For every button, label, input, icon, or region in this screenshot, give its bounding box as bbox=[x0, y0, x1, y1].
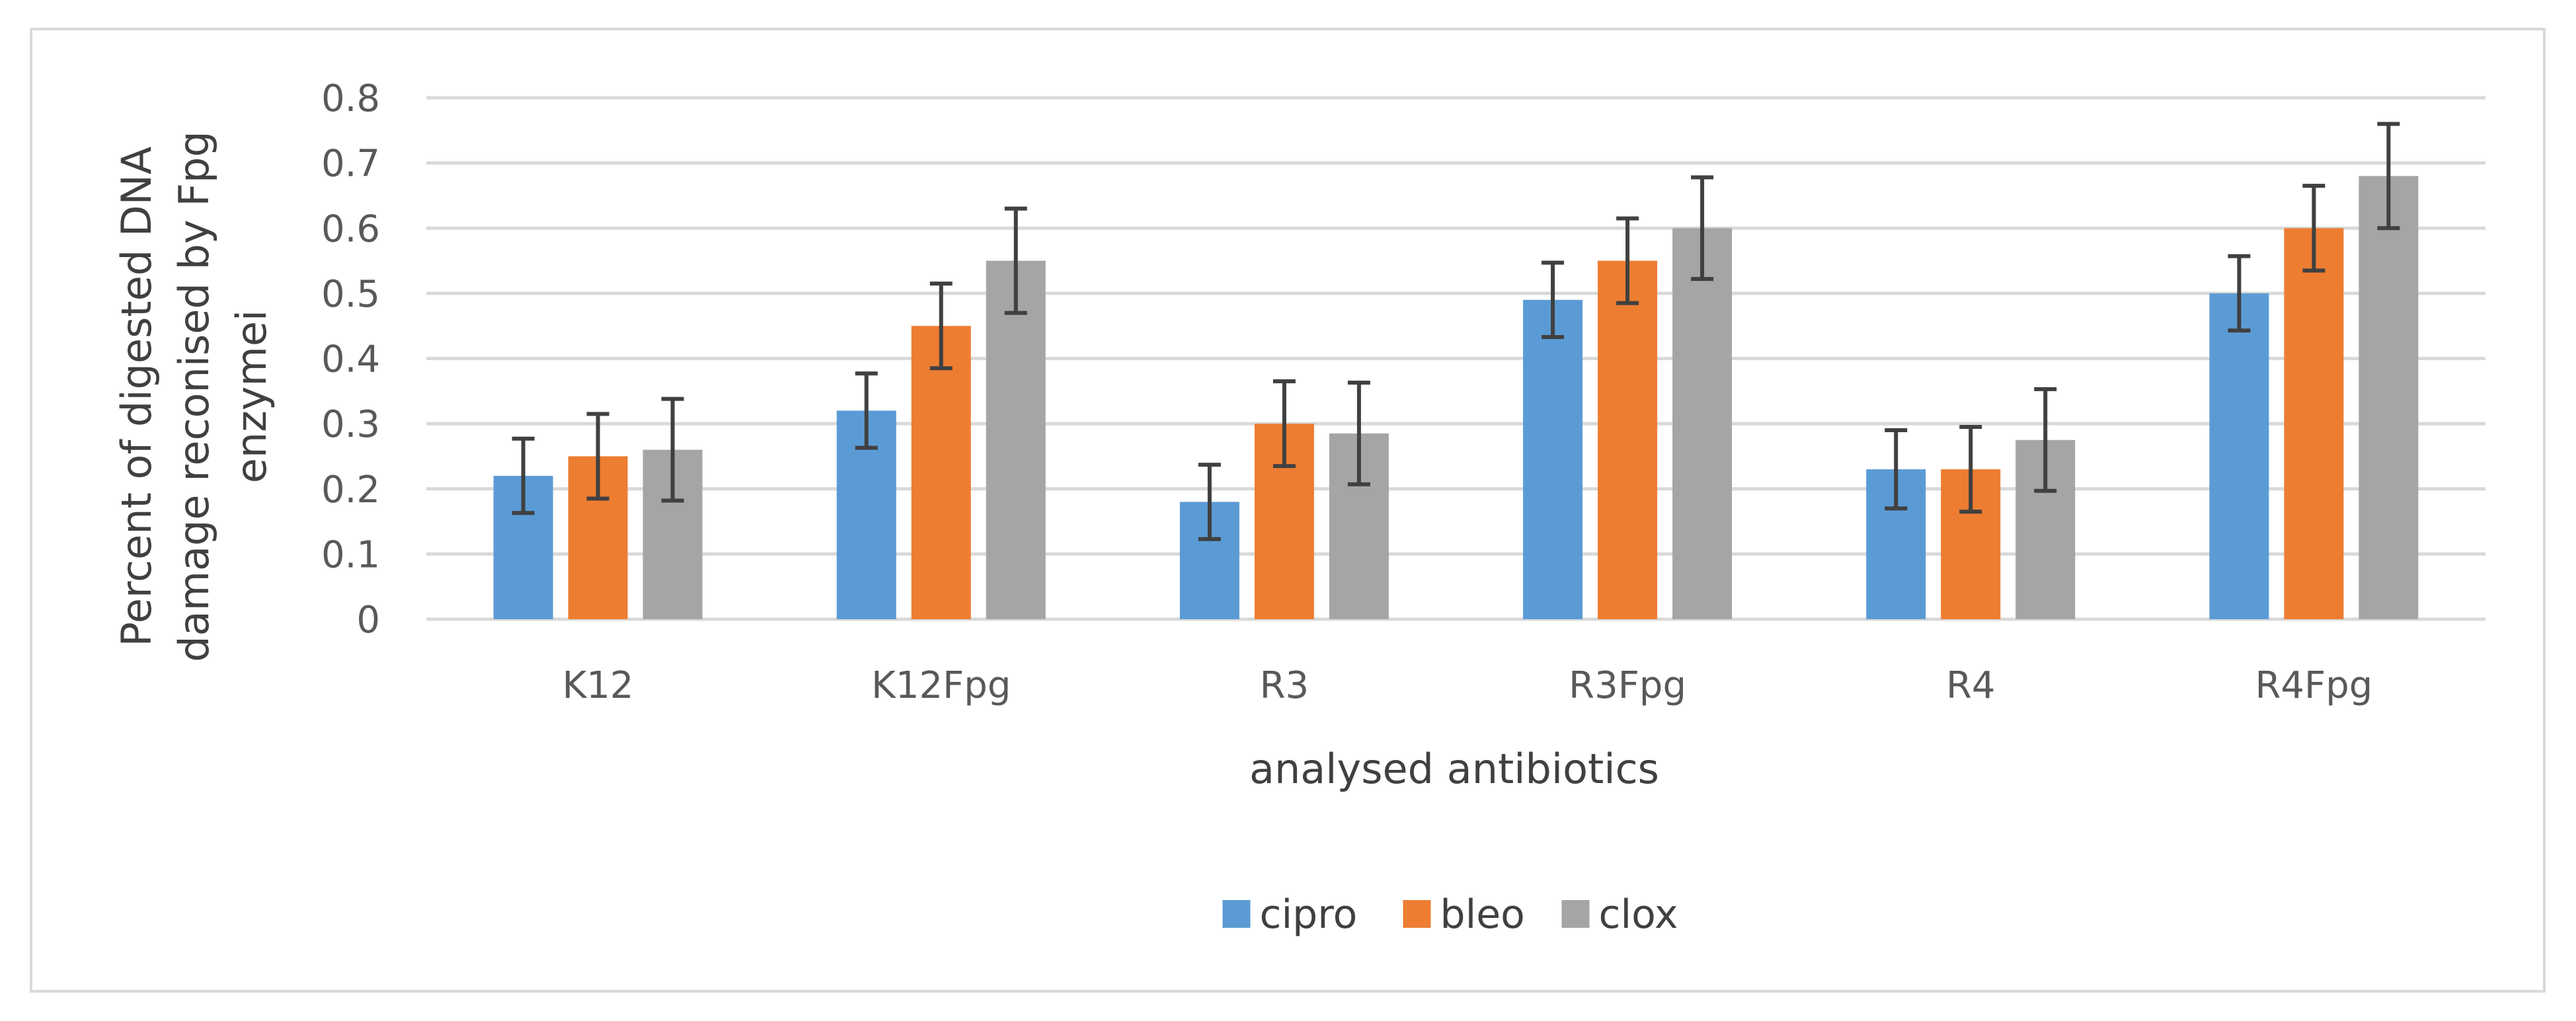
y-tick-label: 0.2 bbox=[321, 469, 380, 511]
legend-swatch bbox=[1222, 900, 1251, 928]
error-bar-cipro-r3 bbox=[1198, 463, 1221, 541]
y-tick-label: 0.3 bbox=[321, 403, 380, 446]
error-bar-clox-k12 bbox=[661, 397, 684, 503]
error-bar-bleo-k12 bbox=[586, 412, 609, 501]
error-bar-clox-r4fpg bbox=[2377, 122, 2400, 231]
legend-label: bleo bbox=[1440, 891, 1525, 938]
y-axis-title: Percent of digested DNA damage reconised… bbox=[112, 131, 276, 662]
x-axis-ticks: K12 K12Fpg R3 R3Fpg R4 R4Fpg bbox=[563, 664, 2373, 707]
y-tick-label: 0 bbox=[356, 599, 380, 642]
x-axis-title: analysed antibiotics bbox=[1249, 745, 1659, 793]
error-bar-clox-r3 bbox=[1347, 380, 1370, 486]
error-bar-bleo-r4 bbox=[1959, 425, 1982, 514]
error-bar-clox-r3fpg bbox=[1691, 175, 1714, 282]
y-axis-ticks: 0 0.1 0.2 0.3 0.4 0.5 0.6 0.7 0.8 bbox=[321, 77, 380, 642]
x-tick-label: R3 bbox=[1260, 664, 1309, 707]
error-bar-cipro-k12fpg bbox=[855, 371, 878, 450]
legend-swatch bbox=[1561, 900, 1590, 928]
bar-clox-k12fpg bbox=[986, 260, 1046, 619]
y-tick-label: 0.5 bbox=[321, 273, 380, 316]
y-tick-label: 0.8 bbox=[321, 77, 380, 120]
legend-item-clox: clox bbox=[1561, 891, 1678, 938]
x-tick-label: R4 bbox=[1946, 664, 1996, 707]
error-bar-cipro-r3fpg bbox=[1542, 260, 1565, 339]
error-bars bbox=[512, 122, 2400, 541]
gridlines bbox=[426, 96, 2485, 621]
y-axis-title-line-2: damage reconised by Fpg bbox=[170, 131, 218, 662]
bar-bleo-k12fpg bbox=[911, 326, 971, 619]
x-tick-label: R3Fpg bbox=[1569, 664, 1686, 707]
error-bar-bleo-r4fpg bbox=[2302, 184, 2325, 273]
legend-item-bleo: bleo bbox=[1403, 891, 1525, 938]
y-tick-label: 0.4 bbox=[321, 338, 380, 381]
bar-bleo-r3fpg bbox=[1598, 260, 1658, 619]
error-bar-clox-r4 bbox=[2034, 387, 2057, 493]
legend-swatch bbox=[1403, 900, 1431, 928]
error-bar-bleo-k12fpg bbox=[929, 282, 953, 371]
x-tick-label: K12 bbox=[563, 664, 634, 707]
error-bar-cipro-r4 bbox=[1885, 428, 1908, 511]
error-bar-bleo-r3fpg bbox=[1616, 216, 1639, 305]
error-bar-clox-k12fpg bbox=[1004, 206, 1027, 315]
legend-label: cipro bbox=[1260, 891, 1358, 938]
bar-bleo-r4fpg bbox=[2284, 228, 2344, 619]
bar-cipro-r4fpg bbox=[2209, 293, 2269, 619]
y-axis-title-line-3: enzymei bbox=[227, 310, 276, 483]
x-tick-label: K12Fpg bbox=[871, 664, 1011, 707]
bar-cipro-r3fpg bbox=[1523, 299, 1583, 619]
y-tick-label: 0.1 bbox=[321, 533, 380, 576]
y-tick-label: 0.6 bbox=[321, 208, 380, 250]
bar-clox-r3fpg bbox=[1672, 228, 1733, 619]
error-bar-cipro-k12 bbox=[512, 436, 535, 515]
legend-item-cipro: cipro bbox=[1222, 891, 1358, 938]
y-axis-title-line-1: Percent of digested DNA bbox=[112, 147, 161, 647]
legend: cipro bleo clox bbox=[1222, 891, 1678, 938]
bar-clox-r4fpg bbox=[2359, 176, 2419, 620]
bars bbox=[493, 176, 2419, 620]
y-tick-label: 0.7 bbox=[321, 143, 380, 186]
x-tick-label: R4Fpg bbox=[2255, 664, 2372, 707]
error-bar-cipro-r4fpg bbox=[2228, 254, 2251, 333]
error-bar-bleo-r3 bbox=[1272, 379, 1296, 469]
legend-label: clox bbox=[1599, 891, 1678, 938]
